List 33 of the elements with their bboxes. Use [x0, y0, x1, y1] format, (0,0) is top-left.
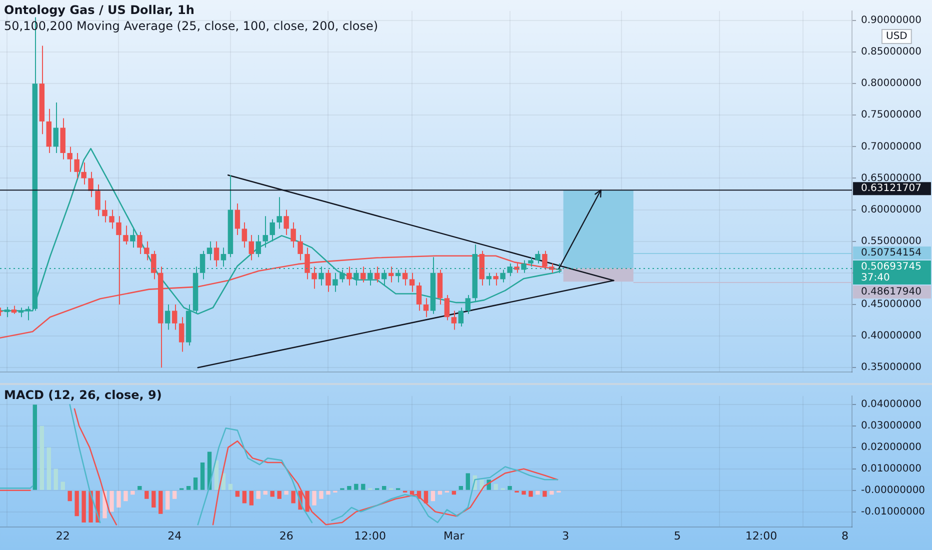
- y-tick-label: 0.35000000: [861, 362, 922, 374]
- y-tick-label: 0.65000000: [861, 172, 922, 184]
- y-tick-label: 0.70000000: [861, 141, 922, 152]
- x-tick-label: 12:00: [354, 529, 386, 542]
- y-tick-label: 0.04000000: [861, 399, 922, 410]
- y-tick-label: 0.02000000: [861, 442, 922, 454]
- ref-line-label: 0.63121707: [861, 183, 922, 194]
- x-tick-label: 26: [279, 529, 294, 542]
- y-tick-label: 0.40000000: [861, 330, 922, 342]
- y-tick-label: 0.75000000: [861, 110, 922, 121]
- y-tick-label: 0.85000000: [861, 46, 922, 58]
- ref-line-label: 0.50693745 37:40: [861, 262, 922, 284]
- x-tick-label: 12:00: [745, 529, 778, 542]
- y-tick-label: 0.45000000: [861, 299, 922, 310]
- y-tick-label: 0.80000000: [861, 78, 922, 90]
- y-tick-label: 0.01000000: [861, 464, 922, 474]
- y-tick-label: -0.00000000: [861, 484, 926, 496]
- x-tick-label: 22: [56, 529, 70, 542]
- band-label: 0.48617940: [861, 286, 922, 298]
- x-tick-label: Mar: [444, 529, 465, 542]
- y-tick-label: 0.55000000: [861, 236, 922, 247]
- y-tick-label: -0.01000000: [861, 506, 926, 518]
- x-tick-label: 5: [674, 529, 681, 542]
- chart-title: Ontology Gas / US Dollar, 1h: [4, 3, 194, 18]
- y-tick-label: 0.90000000: [861, 15, 922, 26]
- y-tick-label: 0.03000000: [861, 420, 922, 432]
- x-tick-label: 8: [842, 529, 849, 542]
- y-tick-label: 0.60000000: [861, 204, 922, 216]
- band-label: 0.50754154: [861, 248, 922, 259]
- y-axis-title: USD: [886, 31, 908, 42]
- chart-title: MACD (12, 26, close, 9): [4, 388, 162, 402]
- x-tick-label: 3: [562, 529, 570, 542]
- x-tick-label: 24: [168, 529, 182, 542]
